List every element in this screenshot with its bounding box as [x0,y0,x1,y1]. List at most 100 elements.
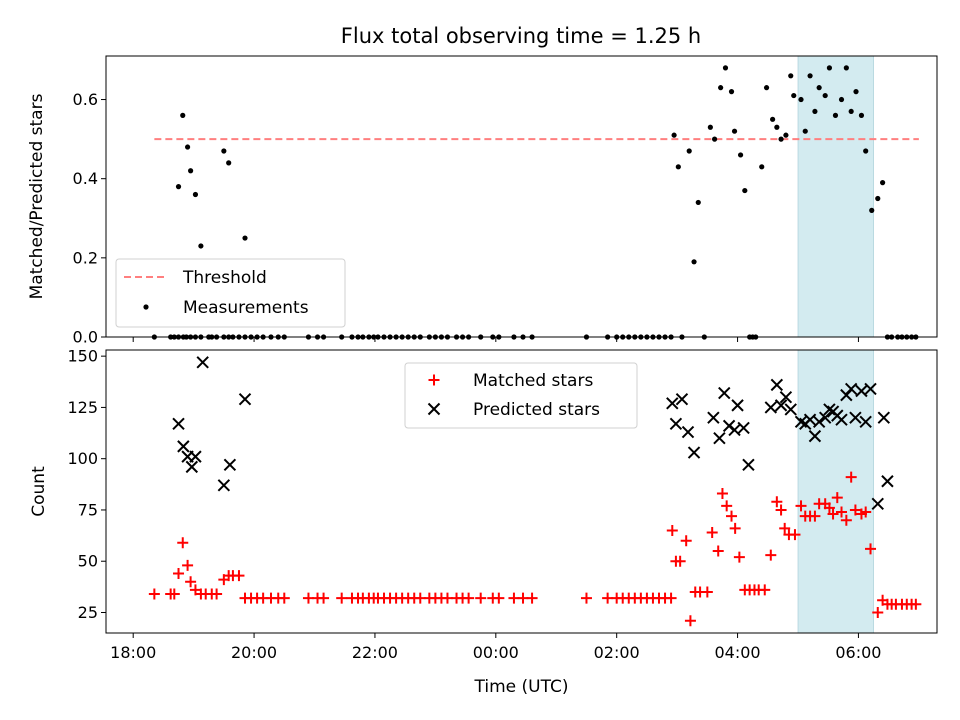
chart-title: Flux total observing time = 1.25 h [341,24,701,48]
count-axes-frame [105,349,938,634]
matched-star-point [771,496,783,508]
measurement-point [788,73,794,79]
predicted-star-point [770,378,784,392]
measurement-point [770,116,776,122]
ratio-y-axis-label: Matched/Predicted stars [27,93,47,299]
measurement-point [798,96,804,103]
matched-star-point [775,504,787,516]
measurement-point [711,136,718,142]
predicted-star-point [844,382,858,396]
predicted-star-point [172,417,185,431]
predicted-star-point [818,411,832,424]
predicted-star-point [669,417,683,431]
matched-star-point [789,529,801,541]
y-tick-label: 50 [78,552,98,571]
count-x-axis: 18:00 20:00 22:00 00:00 02:00 04:00 06:00 [110,633,881,662]
measurement-point [858,112,865,118]
matched-star-point [665,592,677,604]
predicted-star-point [238,393,252,406]
measurement-point [791,92,797,99]
matched-star-point [860,506,872,518]
predicted-star-point [223,458,237,472]
matched-star-point [831,492,843,504]
matched-star-point [168,588,180,600]
matched-star-point [336,592,348,604]
predicted-star-point [774,399,788,412]
measurement-point [763,85,770,91]
matched-star-point [729,522,741,534]
matched-star-point [493,592,505,604]
measurements-legend-swatch [143,304,149,310]
matched-star-point [759,584,771,596]
matched-star-point [674,555,686,567]
predicted-star-point [742,458,755,472]
measurement-point [691,259,697,265]
predicted-star-point [707,411,720,424]
matched-star-point [795,500,807,512]
matched-star-point [177,537,189,549]
count-y-axis: 25 50 75 100 125 150 [67,347,106,622]
measurement-point [759,164,765,170]
y-tick-label: 0.0 [73,328,98,347]
predicted-star-point [864,382,877,396]
measurement-point [843,65,849,71]
measurement-point [742,187,748,194]
predicted-legend-marker [427,402,441,416]
measurement-point [869,207,875,213]
ratio-legend: Threshold Measurements [115,258,346,328]
ratio-y-axis: 0.0 0.2 0.4 0.6 [73,90,106,347]
matched-star-point [823,502,835,514]
measurement-point [807,73,813,79]
matched-star-point [211,588,223,600]
y-tick-label: 25 [78,603,98,622]
matched-star-point [182,559,194,571]
predicted-star-point [675,393,689,406]
matched-star-point [526,592,538,604]
matched-star-point [185,576,197,588]
measurement-point [783,132,789,138]
matched-star-point [701,586,713,598]
predicted-star-point [849,411,862,424]
predicted-star-point [859,415,872,428]
matched-star-point [148,588,160,600]
predicted-star-point [189,450,202,463]
measurement-point [802,128,808,134]
measurement-point [728,89,735,95]
count-panel: 25 50 75 100 125 150 18:00 20:00 22:00 00:00 02:0… [29,347,938,697]
predicted-star-point [728,423,741,437]
predicted-legend-label: Predicted stars [473,400,600,420]
x-tick-label: 02:00 [594,643,640,662]
matched-star-point [840,514,852,526]
predicted-star-point [196,356,209,369]
matched-star-point [733,551,745,563]
measurement-point [816,85,822,91]
measurement-point [875,195,881,202]
measurement-point [880,180,886,186]
predicted-star-point [877,411,891,424]
predicted-star-point [855,384,868,398]
predicted-star-point [871,497,884,511]
predicted-star-point [881,475,894,488]
measurement-point [848,108,854,115]
ratio-axes-frame [105,55,938,338]
predicted-star-point [737,421,750,435]
measurement-point [778,136,784,142]
y-tick-label: 125 [67,398,98,417]
measurement-point [242,235,248,241]
predicted-star-point [185,460,199,474]
predicted-star-point [764,401,778,414]
y-tick-label: 100 [67,449,98,468]
matched-star-point [872,606,884,618]
measurement-point [221,148,227,154]
measurement-point [226,160,232,166]
x-tick-label: 00:00 [473,643,519,662]
count-series [148,356,922,627]
matched-star-point [580,592,592,604]
count-legend-box [404,362,638,429]
x-tick-label: 20:00 [231,643,277,662]
matched-star-point [910,598,922,610]
ratio-series [151,65,919,340]
matched-star-point [809,510,821,522]
measurement-point [175,184,182,190]
